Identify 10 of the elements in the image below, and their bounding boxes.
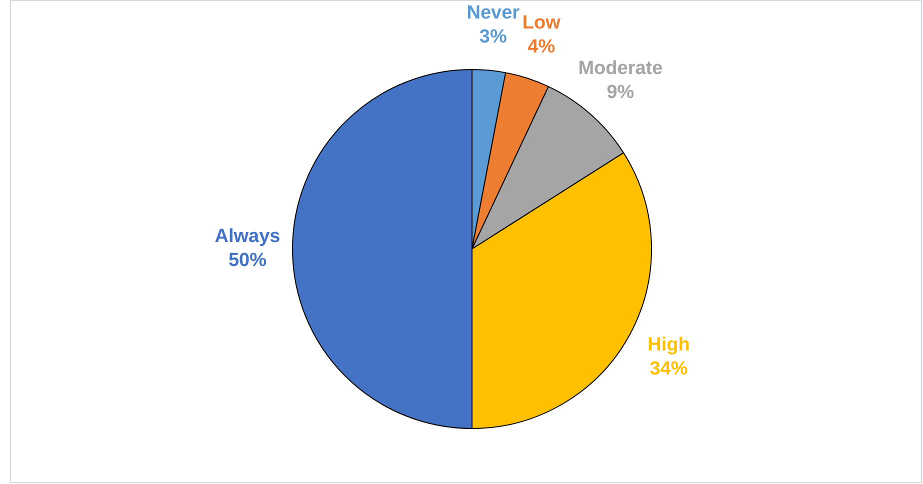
slice-label: Low bbox=[522, 12, 561, 34]
slice-label: Never bbox=[466, 2, 520, 24]
data-label: 50% bbox=[228, 250, 267, 272]
data-label: 3% bbox=[479, 26, 507, 48]
data-label: 34% bbox=[650, 358, 688, 380]
data-label: 9% bbox=[606, 82, 634, 103]
slice-label: Moderate bbox=[578, 58, 663, 79]
data-label: 4% bbox=[528, 36, 556, 58]
slice-label: Always bbox=[214, 226, 280, 248]
slice-label: High bbox=[648, 334, 690, 356]
